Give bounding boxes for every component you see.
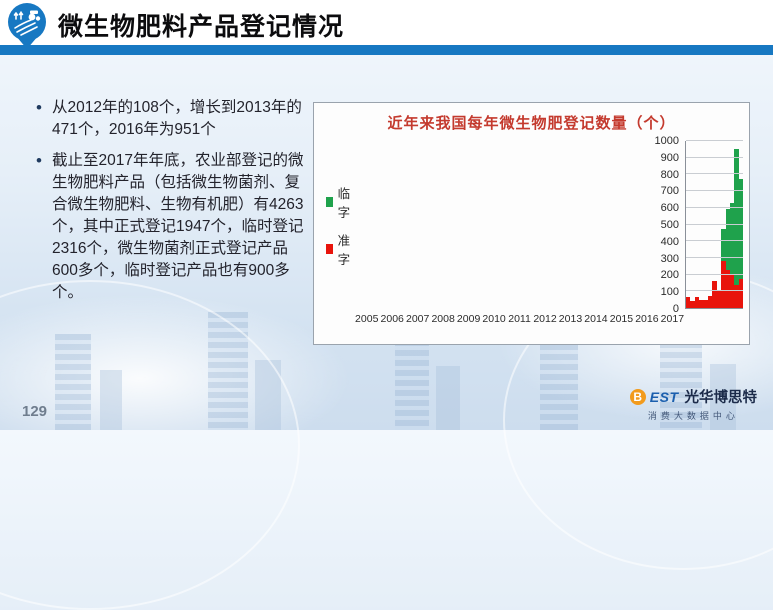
x-axis-tick-label: 2008 [431, 313, 455, 325]
slide-header [0, 0, 773, 45]
best-logo-text: EST [649, 388, 679, 405]
legend-label: 临字 [337, 186, 351, 220]
bar-segment-准字 [738, 278, 744, 308]
bar-segment-准字 [707, 296, 713, 308]
page-title: 微生物肥料产品登记情况 [58, 13, 345, 41]
x-axis-tick-label: 2009 [456, 313, 481, 325]
y-axis: 0 100 200 300 400 500 600 700 800 900 1000 [354, 135, 685, 315]
gridline [686, 156, 743, 158]
x-axis-tick-label: 2016 [635, 313, 659, 325]
y-axis-tick-label: 0 [672, 303, 679, 315]
plot-area [685, 140, 744, 309]
gridline [686, 256, 743, 258]
y-axis-tick-label: 700 [660, 185, 679, 198]
bar-column-2010 [707, 141, 713, 308]
x-axis-tick-label: 2013 [558, 313, 583, 325]
bar-column-2013 [721, 141, 726, 308]
bar-column-2005 [686, 141, 691, 308]
y-axis-tick-label: 600 [660, 202, 679, 215]
gridline [686, 173, 743, 175]
brand-logo: B EST 光华博思特 消费大数据中心 [629, 386, 758, 422]
bar-segment-准字 [686, 297, 691, 308]
y-axis-tick-label: 1000 [654, 135, 679, 147]
bar-segment-准字 [694, 297, 700, 308]
gridline [686, 240, 743, 242]
brand-name: 光华博思特 [684, 390, 758, 406]
bar-segment-临字 [738, 178, 744, 279]
x-axis-tick-label: 2007 [405, 313, 430, 325]
bar-segment-临字 [725, 209, 730, 271]
y-axis-tick-label: 900 [660, 151, 679, 164]
legend-swatch-icon [326, 196, 333, 207]
bars-container [686, 141, 744, 308]
x-axis-tick-label: 2011 [508, 313, 531, 325]
gridline [686, 206, 743, 208]
y-axis-tick-label: 800 [660, 168, 679, 181]
bar-column-2016 [734, 141, 739, 308]
chart-panel: 近年来我国每年微生物肥登记数量（个） 0 100 200 300 400 500 600 70… [313, 102, 750, 345]
gridline [686, 223, 743, 225]
legend-swatch-icon [326, 243, 333, 254]
bar-segment-临字 [721, 229, 726, 262]
header-accent-bar [0, 45, 773, 55]
x-axis-labels: 2005 2006 2007 2008 2009 2010 2011 2012 2013 2014… [354, 309, 685, 331]
gridline [686, 140, 743, 141]
legend-item: 临字 [326, 183, 354, 221]
x-axis-tick-label: 2017 [660, 313, 685, 325]
bar-column-2007 [694, 141, 700, 308]
x-axis-tick-label: 2015 [609, 313, 634, 325]
x-axis-tick-label: 2014 [584, 313, 608, 325]
slide: { "header": { "title": "微生物肥料产品登记情况" }, … [0, 0, 773, 430]
y-axis-tick-label: 400 [660, 235, 679, 248]
bar-segment-准字 [703, 299, 708, 308]
bar-column-2014 [725, 141, 730, 308]
bar-segment-临字 [734, 149, 739, 286]
bullet-item: 截止至2017年年底，农业部登记的微生物肥料产品（包括微生物菌剂、复合微生物肥料… [34, 149, 306, 304]
best-logo-icon: B [629, 388, 646, 405]
y-axis-tick-label: 500 [660, 219, 679, 231]
x-axis-tick-label: 2005 [355, 313, 379, 325]
y-axis-tick-label: 100 [660, 286, 679, 299]
bar-segment-准字 [690, 300, 695, 308]
bar-segment-准字 [734, 285, 739, 308]
bar-segment-准字 [725, 270, 730, 308]
decorative-arc [0, 280, 300, 610]
chart-legend: 临字 准字 [318, 141, 354, 309]
legend-label: 准字 [337, 233, 351, 267]
bar-column-2009 [703, 141, 708, 308]
brand-subtitle: 消费大数据中心 [647, 411, 739, 421]
bar-column-2006 [690, 141, 695, 308]
chart-title: 近年来我国每年微生物肥登记数量（个） [387, 115, 676, 132]
bar-column-2017 [738, 141, 744, 308]
page-number: 129 [22, 403, 48, 420]
bar-column-2008 [699, 141, 704, 308]
y-axis-tick-label: 200 [660, 269, 679, 282]
x-axis-tick-label: 2006 [380, 313, 404, 325]
bar-column-2011 [712, 141, 717, 308]
agriculture-balloon-logo-icon [8, 3, 46, 41]
bar-segment-准字 [716, 289, 722, 308]
bar-segment-临字 [729, 202, 735, 274]
x-axis-tick-label: 2010 [482, 313, 506, 325]
y-axis-tick-label: 300 [660, 252, 679, 265]
x-axis-tick-label: 2012 [533, 313, 557, 325]
bar-column-2012 [716, 141, 722, 308]
bullet-item: 从2012年的108个，增长到2013年的471个，2016年为951个 [34, 96, 306, 141]
bar-segment-准字 [699, 299, 704, 308]
bullet-text-block: 从2012年的108个，增长到2013年的471个，2016年为951个 截止至… [34, 96, 306, 313]
gridline [686, 290, 743, 292]
legend-item: 准字 [326, 230, 354, 268]
gridline [686, 190, 743, 192]
bar-segment-准字 [712, 281, 717, 308]
bar-segment-准字 [721, 261, 726, 308]
gridline [686, 273, 743, 275]
